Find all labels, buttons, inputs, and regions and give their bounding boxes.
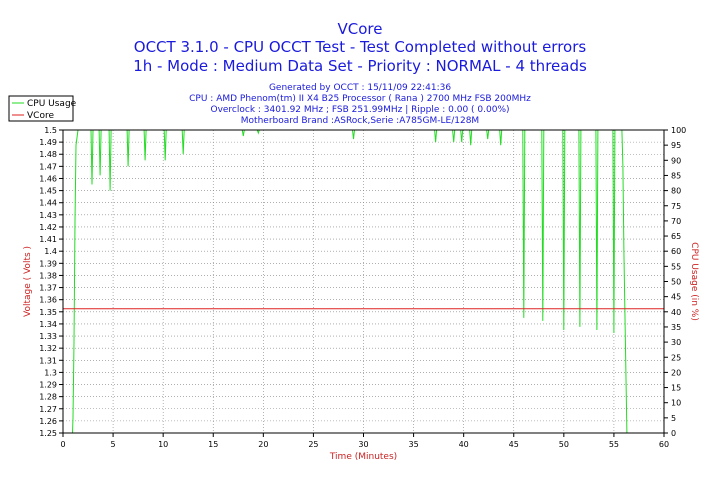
y-tick-label: 1.27	[39, 405, 57, 414]
y2-tick-label: 90	[671, 156, 681, 165]
y-tick-label: 1.44	[39, 199, 57, 208]
legend-label-cpu-usage: CPU Usage	[27, 99, 77, 109]
y2-tick-label: 45	[671, 293, 681, 302]
y2-tick-label: 80	[671, 187, 681, 196]
y2-tick-label: 85	[671, 171, 681, 180]
y2-tick-label: 70	[671, 217, 681, 226]
x-tick-label: 45	[509, 440, 519, 449]
legend-label-vcore: VCore	[27, 111, 54, 121]
y-tick-label: 1.39	[39, 259, 57, 268]
info-cpu: CPU : AMD Phenom(tm) II X4 B25 Processor…	[189, 94, 531, 104]
y2-tick-label: 10	[671, 399, 681, 408]
y-tick-label: 1.4	[44, 247, 57, 256]
y-tick-label: 1.49	[39, 138, 57, 147]
info-overclock: Overclock : 3401.92 MHz ; FSB 251.99MHz …	[210, 105, 510, 115]
y-tick-label: 1.25	[39, 429, 57, 438]
y2-tick-label: 5	[671, 414, 676, 423]
x-tick-label: 0	[60, 440, 65, 449]
x-tick-label: 50	[559, 440, 569, 449]
y-tick-label: 1.26	[39, 417, 57, 426]
y-axis-left: 1.25 1.26 1.27 1.28 1.29 1.3 1.31 1.32 1.33 1.34 1…	[39, 126, 63, 438]
y-tick-label: 1.42	[39, 223, 57, 232]
y-axis-label: Voltage ( Volts )	[23, 246, 33, 317]
legend: CPU Usage VCore	[8, 95, 77, 122]
y2-tick-label: 60	[671, 247, 681, 256]
legend-box	[8, 95, 74, 122]
y2-tick-label: 30	[671, 338, 681, 347]
x-tick-label: 5	[111, 440, 116, 449]
x-tick-label: 30	[358, 440, 368, 449]
chart-title: VCore	[337, 20, 383, 38]
y2-tick-label: 100	[671, 126, 686, 135]
y2-tick-label: 55	[671, 262, 681, 271]
chart-subtitle-2: 1h - Mode : Medium Data Set - Priority :…	[133, 57, 587, 75]
y2-tick-label: 95	[671, 141, 681, 150]
x-axis-label: Time (Minutes)	[329, 452, 397, 462]
y2-tick-label: 25	[671, 353, 681, 362]
x-tick-label: 60	[659, 440, 669, 449]
x-tick-label: 15	[208, 440, 218, 449]
y-tick-label: 1.47	[39, 162, 57, 171]
x-tick-label: 10	[158, 440, 168, 449]
x-tick-label: 25	[308, 440, 318, 449]
y-tick-label: 1.37	[39, 284, 57, 293]
info-motherboard: Motherboard Brand :ASRock,Serie :A785GM-…	[240, 116, 480, 126]
y2-tick-label: 40	[671, 308, 681, 317]
y2-tick-label: 15	[671, 384, 681, 393]
y2-tick-label: 65	[671, 232, 681, 241]
y-tick-label: 1.43	[39, 211, 57, 220]
y-tick-label: 1.46	[39, 174, 57, 183]
x-axis: 0 5 10 15 20 25 30 35 40 45 50 55 60	[60, 433, 669, 449]
x-tick-label: 40	[459, 440, 469, 449]
y-tick-label: 1.45	[39, 187, 57, 196]
grid	[63, 130, 664, 433]
x-tick-label: 20	[258, 440, 268, 449]
chart-subtitle-1: OCCT 3.1.0 - CPU OCCT Test - Test Comple…	[133, 38, 587, 56]
info-generated: Generated by OCCT : 15/11/09 22:41:36	[268, 83, 452, 93]
y2-tick-label: 75	[671, 202, 681, 211]
y-tick-label: 1.29	[39, 381, 57, 390]
x-tick-label: 55	[609, 440, 619, 449]
y2-tick-label: 0	[671, 429, 676, 438]
y-tick-label: 1.41	[39, 235, 57, 244]
y-tick-label: 1.3	[44, 368, 57, 377]
y2-tick-label: 50	[671, 278, 681, 287]
y-tick-label: 1.32	[39, 344, 57, 353]
y-tick-label: 1.35	[39, 308, 57, 317]
y-tick-label: 1.28	[39, 393, 57, 402]
y-tick-label: 1.38	[39, 271, 57, 280]
y-axis-right: 0 5 10 15 20 25 30 35 40 45 50 55 60 65 70 75 80 85 90 95 10…	[664, 126, 686, 438]
y-tick-label: 1.31	[39, 356, 57, 365]
series-line-cpu-usage	[72, 129, 628, 434]
y-tick-label: 1.34	[39, 320, 57, 329]
y2-tick-label: 20	[671, 368, 681, 377]
y2-tick-label: 35	[671, 323, 681, 332]
y2-axis-label: CPU Usage (in %)	[689, 242, 699, 321]
x-tick-label: 35	[408, 440, 418, 449]
y-tick-label: 1.48	[39, 150, 57, 159]
y-tick-label: 1.33	[39, 332, 57, 341]
y-tick-label: 1.5	[44, 126, 57, 135]
y-tick-label: 1.36	[39, 296, 57, 305]
